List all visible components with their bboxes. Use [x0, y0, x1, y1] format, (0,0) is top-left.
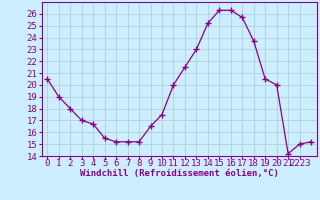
X-axis label: Windchill (Refroidissement éolien,°C): Windchill (Refroidissement éolien,°C): [80, 169, 279, 178]
